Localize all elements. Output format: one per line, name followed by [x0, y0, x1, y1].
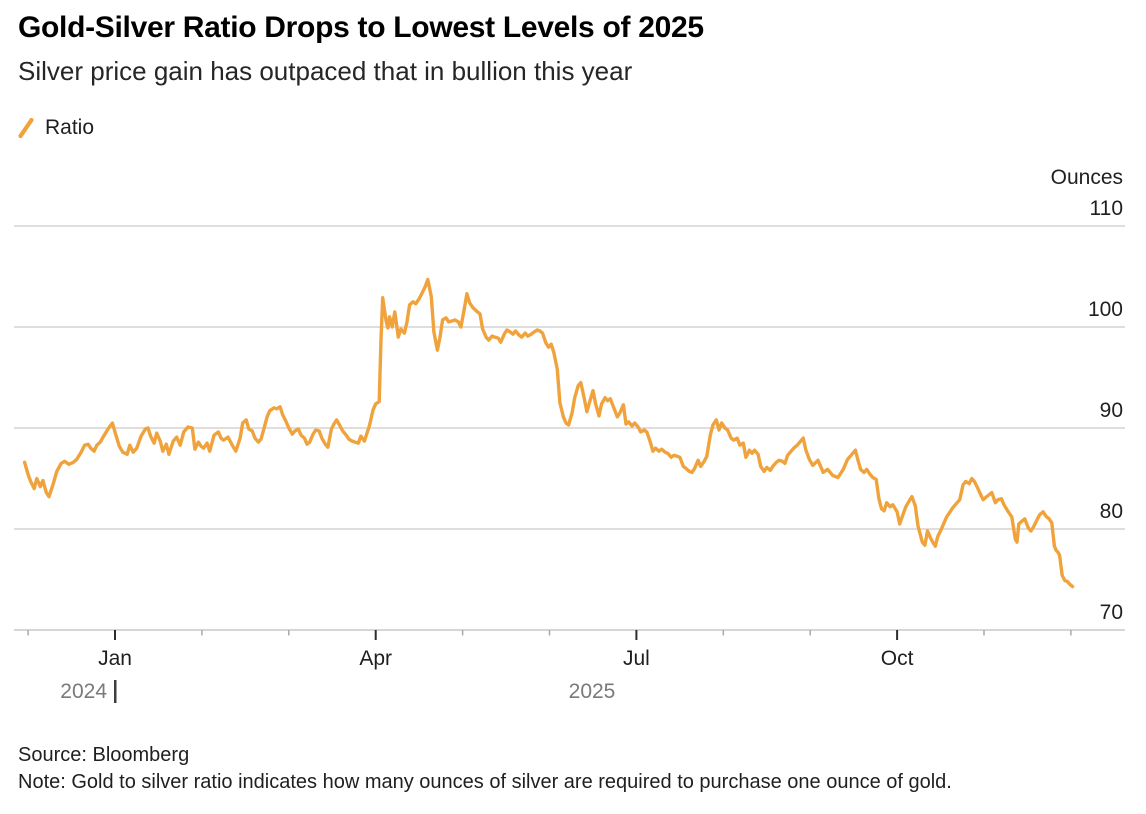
year-label-2024: 2024	[60, 680, 107, 703]
year-divider-bar	[114, 680, 117, 703]
x-tick-label-jan: Jan	[98, 647, 132, 670]
series-line-ratio	[22, 277, 1075, 589]
y-tick-label-90: 90	[1100, 399, 1123, 422]
y-tick-label-110: 110	[1090, 197, 1123, 220]
y-tick-label-70: 70	[1100, 601, 1123, 624]
source-text: Source: Bloomberg	[18, 744, 190, 766]
y-axis-unit-label: Ounces	[1051, 166, 1123, 189]
x-tick-label-apr: Apr	[359, 647, 392, 670]
chart-header: Gold-Silver Ratio Drops to Lowest Levels…	[18, 10, 1128, 86]
x-tick-label-oct: Oct	[881, 647, 914, 670]
chart-footer: Source: Bloomberg Note: Gold to silver r…	[18, 742, 1128, 796]
legend-label-ratio: Ratio	[45, 116, 95, 139]
chart-subtitle: Silver price gain has outpaced that in b…	[18, 56, 633, 86]
y-tick-label-80: 80	[1100, 500, 1123, 523]
note-text: Note: Gold to silver ratio indicates how…	[18, 771, 952, 793]
chart-title: Gold-Silver Ratio Drops to Lowest Levels…	[18, 11, 704, 44]
x-tick-label-jul: Jul	[623, 647, 650, 670]
y-tick-label-100: 100	[1088, 298, 1123, 321]
ratio-series-swatch-icon	[18, 117, 34, 139]
legend: Ratio	[18, 115, 94, 141]
year-label-2025: 2025	[569, 680, 616, 703]
